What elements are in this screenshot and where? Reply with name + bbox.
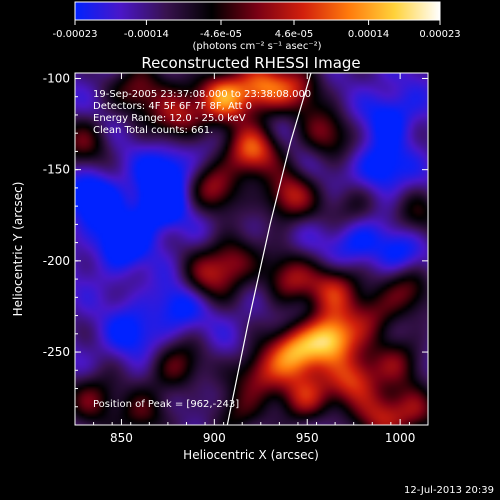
annotation-block: 19-Sep-2005 23:37:08.000 to 23:38:08.000… — [93, 89, 311, 136]
x-tick-label: 900 — [203, 431, 226, 445]
annotation-line: 19-Sep-2005 23:37:08.000 to 23:38:08.000 — [93, 89, 311, 100]
y-tick-label: -200 — [43, 254, 70, 268]
colorbar-label: (photons cm⁻² s⁻¹ asec⁻²) — [192, 41, 321, 52]
colorbar-tick-label: 4.6e-05 — [275, 29, 313, 40]
plot-area — [75, 73, 428, 425]
annotation-line: Clean Total counts: 661. — [93, 125, 213, 136]
x-axis-label: Heliocentric X (arcsec) — [183, 448, 319, 462]
axis-ticks: 850 900 950 1000 -100 -150 -200 -250 — [43, 71, 429, 445]
chart-title: Reconstructed RHESSI Image — [141, 54, 360, 72]
y-tick-label: -150 — [43, 163, 70, 177]
heatmap-image — [75, 73, 428, 425]
colorbar-tick-label: -0.00014 — [124, 29, 169, 40]
annotation-line: Energy Range: 12.0 - 25.0 keV — [93, 113, 246, 124]
colorbar-ticks: -0.00023 -0.00014 -4.6e-05 4.6e-05 0.00014 0.… — [53, 20, 461, 40]
colorbar-tick-label: 0.00014 — [348, 29, 389, 40]
x-tick-label: 950 — [296, 431, 319, 445]
y-axis-label: Heliocentric Y (arcsec) — [11, 182, 25, 317]
annotation-line: Detectors: 4F 5F 6F 7F 8F, Att 0 — [93, 101, 252, 112]
y-tick-label: -100 — [43, 71, 70, 85]
x-tick-label: 1000 — [385, 431, 416, 445]
colorbar-tick-label: -0.00023 — [53, 29, 98, 40]
solar-limb-curve — [226, 73, 312, 425]
y-tick-label: -250 — [43, 345, 70, 359]
colorbar-tick-label: 0.00023 — [419, 29, 460, 40]
plot-frame — [74, 72, 429, 426]
peak-position-label: Position of Peak = [962,-243] — [93, 399, 239, 410]
colorbar — [74, 1, 441, 21]
x-tick-label: 850 — [110, 431, 133, 445]
timestamp-footer: 12-Jul-2013 20:39 — [403, 485, 494, 496]
colorbar-tick-label: -4.6e-05 — [200, 29, 242, 40]
